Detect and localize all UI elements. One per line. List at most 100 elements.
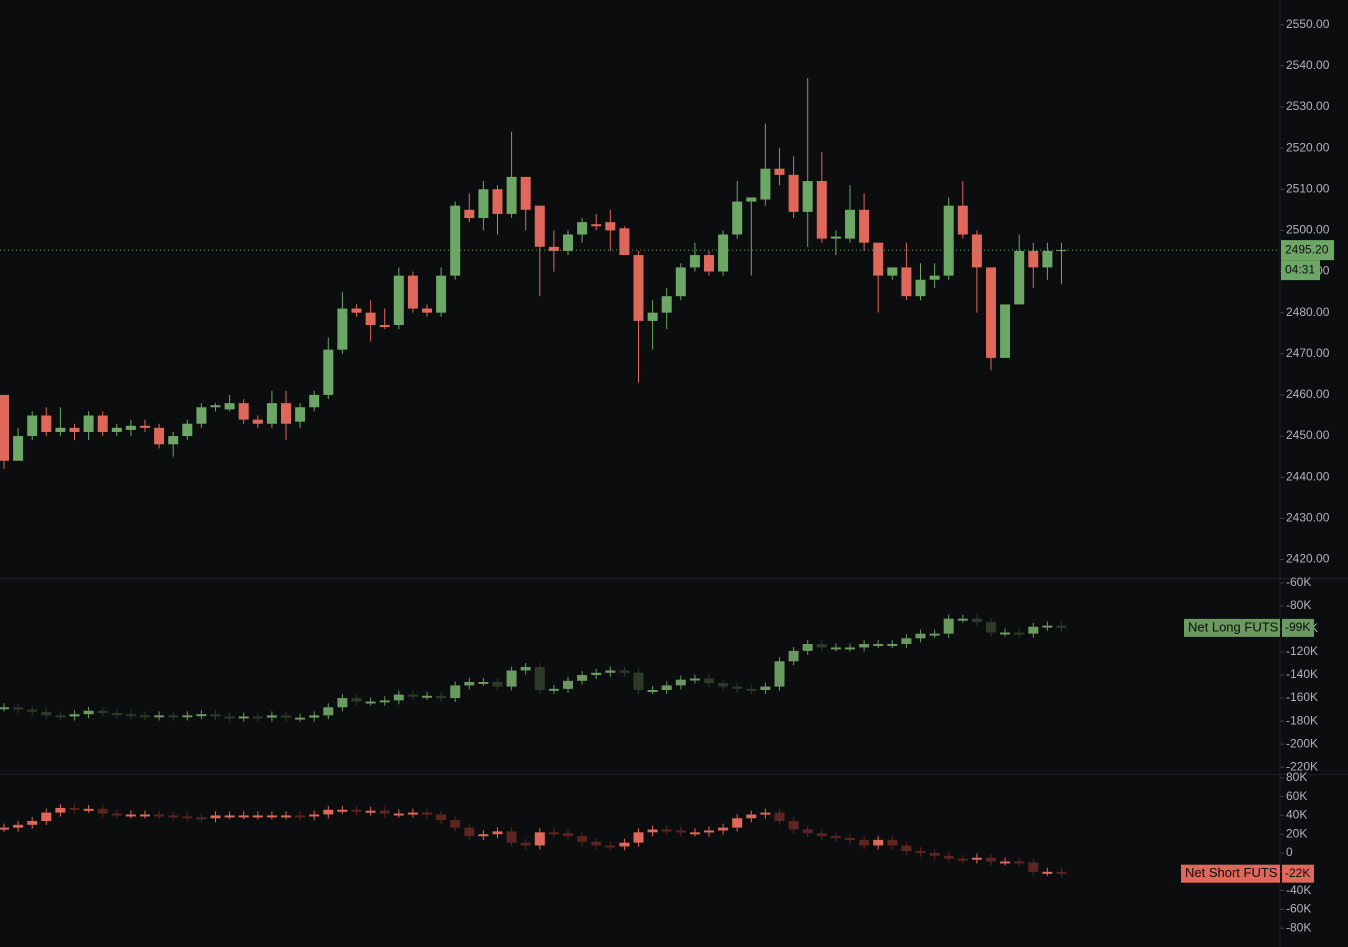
candle-body [718,683,729,687]
candle-body [830,836,841,839]
y-tick-label: 60K [1286,789,1307,803]
candle-body [379,324,390,328]
candle-body [1014,250,1025,305]
y-tick-label: -140K [1286,667,1318,681]
candle-body [859,839,870,846]
candle-body [125,814,136,817]
candle-body [548,246,559,251]
candle-body [957,205,968,235]
candle-body [436,275,447,313]
series-name: Net Long FUTS [1188,619,1279,634]
y-tick-label: -60K [1286,575,1311,589]
candle-body [760,812,771,815]
candle-body [182,816,193,819]
candle-body [887,644,898,646]
y-tick-label: 2540.00 [1286,58,1330,72]
candle-body [1056,871,1067,874]
candle-body [859,209,870,243]
candle-body [661,685,672,691]
candle-body [591,224,602,227]
candle-body [506,670,517,687]
y-tick-label: 0 [1286,845,1293,859]
candle-body [464,827,475,837]
candle-body [351,308,362,313]
candle-body [986,622,996,633]
candle-body [83,710,94,715]
candle-body [1014,861,1025,864]
candle-body [788,174,799,212]
candle-body [351,698,362,702]
candle-body [577,222,588,235]
candle-body [591,841,602,846]
candle-body [675,679,686,686]
candle-body [196,817,207,820]
candle-body [309,715,320,718]
candle-body [534,832,545,846]
y-tick-label: 2510.00 [1286,181,1330,195]
candle-body [873,242,884,276]
candle-body [97,808,108,814]
candle-body [196,714,207,717]
candle-body [774,812,785,822]
candle-body [1014,632,1025,635]
candle-body [689,678,700,681]
candle-body [1028,862,1039,872]
candle-body [281,715,291,718]
y-tick-label: -60K [1286,902,1311,916]
candle-body [224,716,235,719]
candle-body [732,818,743,828]
candle-body [647,312,658,321]
candle-body [422,812,432,815]
candle-body [915,279,926,297]
candle-body [704,255,714,272]
candle-body [563,833,573,837]
candle-body [69,714,80,717]
candle-body [13,436,24,461]
candle-body [633,672,644,691]
candle-body [957,618,968,621]
candle-body [0,827,9,830]
candle-body [252,419,263,424]
candle-body [647,690,658,693]
candle-body [1000,861,1011,864]
candle-body [929,853,940,856]
value-label-bg [1282,618,1314,637]
candle-body [436,695,447,699]
candle-body [281,815,291,818]
candle-body [168,815,179,818]
candle-body [845,209,855,239]
candle-body [647,829,658,833]
candle-body [140,715,150,718]
countdown: 04:31 [1285,262,1315,276]
candle-body [27,415,38,437]
candle-body [605,845,616,848]
candle-body [168,436,179,445]
candle-body [83,808,94,811]
candle-body [901,845,912,852]
series-name-bg [1184,618,1280,637]
candle-body [548,688,559,691]
candle-body [478,681,489,684]
candle-body [633,255,644,321]
countdown-bg [1281,260,1320,281]
candle-body [1042,250,1053,268]
y-tick-label: -220K [1286,759,1318,773]
candle-body [69,807,80,810]
candle-body [154,715,165,718]
candle-body [1042,871,1053,874]
candle-body [13,707,24,710]
last-price-label: 2495.20 [1285,242,1329,256]
y-tick-label: 80K [1286,770,1307,784]
candle-body [943,855,954,859]
candle-body [563,234,573,251]
candle-body [295,407,306,422]
candle-body [675,830,686,833]
candle-body [210,405,221,408]
candle-body [224,815,235,818]
candle-body [83,415,94,432]
candle-body [873,839,884,846]
candle-body [873,644,884,646]
price-label-bg [1281,240,1334,261]
candle-body [577,675,588,681]
